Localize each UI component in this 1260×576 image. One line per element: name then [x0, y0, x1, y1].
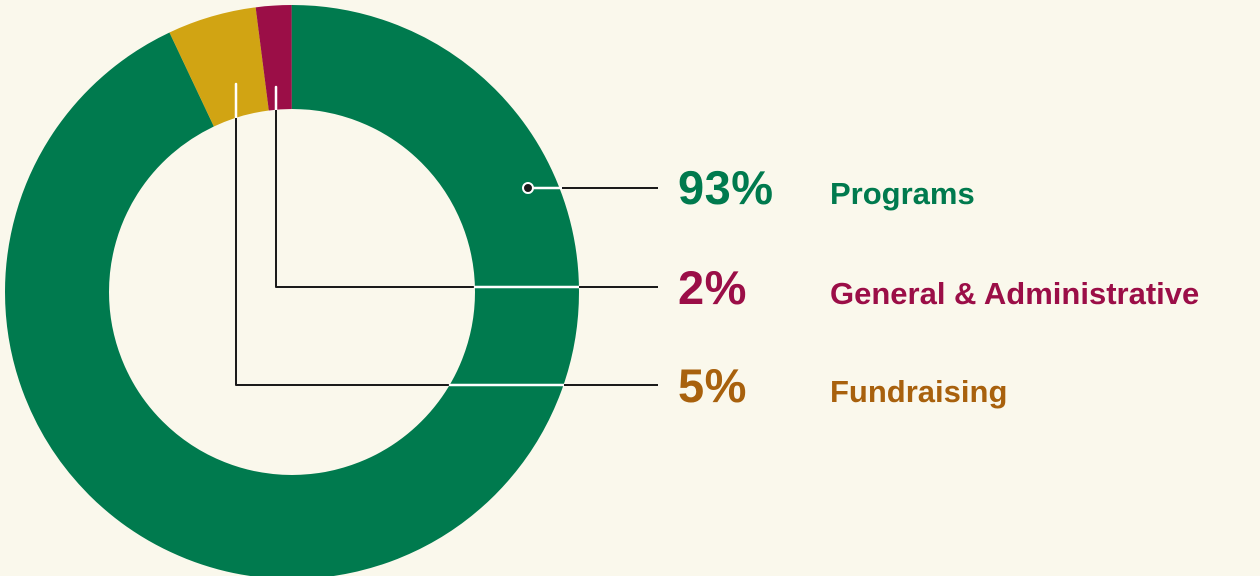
- legend-pct-general-admin: 2%: [678, 261, 747, 314]
- leader-line-fundraising: [234, 82, 658, 387]
- legend-label-general-admin: General & Administrative: [830, 276, 1200, 311]
- leader-line-general-admin: [274, 85, 658, 289]
- legend-pct-fundraising: 5%: [678, 359, 747, 412]
- legend-row-fundraising: 5% Fundraising: [678, 358, 1007, 413]
- leader-line-programs: [522, 182, 658, 194]
- donut-slices: [5, 5, 579, 576]
- donut-slice-programs: [5, 5, 579, 576]
- legend-label-programs: Programs: [830, 176, 975, 211]
- legend-pct-programs: 93%: [678, 161, 774, 214]
- legend-row-general-admin: 2% General & Administrative: [678, 260, 1199, 315]
- leader-lines: [234, 82, 658, 387]
- donut-slice-general-administrative: [5, 5, 579, 576]
- leader-dot-programs: [522, 182, 534, 194]
- legend-row-programs: 93% Programs: [678, 160, 975, 215]
- legend-label-fundraising: Fundraising: [830, 374, 1008, 409]
